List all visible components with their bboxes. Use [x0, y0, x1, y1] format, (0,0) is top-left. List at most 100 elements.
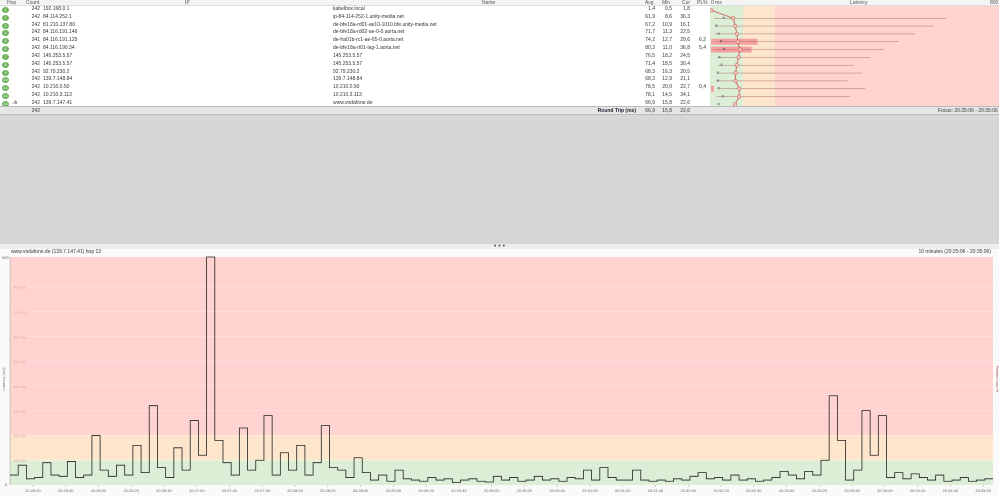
hop-min: 11,0: [662, 45, 672, 52]
hop-min: 8,6: [665, 13, 672, 20]
latency-sample: [116, 465, 124, 466]
col-name[interactable]: Name: [482, 0, 496, 6]
latency-sample: [772, 477, 780, 478]
hop-badge: 12: [2, 93, 9, 100]
graph-title: www.vodafone.de (139.7.147.41) hop 13: [11, 249, 102, 255]
hop-name: kabelbox.local: [333, 6, 365, 12]
x-tick-label: 20:28:00: [287, 488, 303, 493]
latency-sample: [485, 482, 493, 483]
hop-row[interactable]: 7 242 145.253.5.57 145.253.5.57 76,5 18,2 24,5: [0, 53, 710, 61]
latency-sample: [542, 480, 550, 481]
x-tick-label: 20:26:40: [156, 488, 172, 493]
hop-row[interactable]: 9 242 92.79.230.2 92.79.230.2 68,3 16,3 20,5: [0, 69, 710, 77]
latency-sample: [534, 476, 542, 477]
latency-sample: [461, 480, 469, 481]
latency-sample: [43, 462, 51, 463]
latency-sample: [223, 462, 231, 463]
latency-sample: [714, 477, 722, 478]
x-tick-label: 20:34:20: [910, 488, 926, 493]
latency-sample: [215, 440, 223, 441]
latency-sample: [665, 481, 673, 482]
hop-name: 10.210.0.50: [333, 84, 360, 91]
latency-series: [10, 256, 993, 483]
hop-row[interactable]: 4 242 84.116.191.146 de-bfe18a-rd02-ae-0-0.…: [0, 29, 710, 37]
hop-ip: 81.210.137.80: [43, 21, 75, 28]
latency-sample: [157, 467, 165, 468]
col-hop[interactable]: Hop: [7, 0, 17, 6]
avg-marker: [737, 47, 742, 52]
summary-row: 242 Round Trip (ms) 66,9 15,8 22,6 Focus…: [0, 106, 999, 115]
hop-row[interactable]: 3 242 81.210.137.80 de-bfe18a-rd01-ae10-101…: [0, 22, 710, 30]
hop-row[interactable]: 11 242 10.210.0.50 10.210.0.50 78,5 20,9 22,7 0…: [0, 84, 710, 92]
latency-sample: [559, 481, 567, 482]
x-tick-label: 20:26:00: [91, 488, 107, 493]
col-count[interactable]: Count: [26, 0, 40, 6]
latency-sample: [67, 461, 75, 462]
grid-label: 400 ms: [13, 384, 26, 389]
hop-name: 145.253.5.57: [333, 52, 363, 59]
latency-sample: [248, 470, 256, 471]
hop-count: 242: [31, 29, 40, 36]
col-min[interactable]: Min: [662, 0, 671, 6]
hop-ip: 84.116.190.34: [43, 45, 75, 52]
col-cur[interactable]: Cur: [682, 0, 691, 6]
latency-sample: [305, 475, 313, 476]
hop-min: 16,3: [662, 68, 672, 75]
x-tick-label: 20:31:40: [648, 488, 664, 493]
hop-row[interactable]: 5 241 84.116.191.125 de-fra01b-rc1-ae-65-0.…: [0, 37, 710, 45]
hop-badge: 8: [2, 61, 9, 68]
hop-avg: 76,5: [645, 52, 655, 59]
hop-count: 242: [31, 21, 40, 28]
latency-sample: [166, 477, 174, 478]
hop-row[interactable]: 13 242 139.7.147.41 www.vodafone.de 66,9 15,8…: [0, 100, 710, 108]
latency-sample: [739, 480, 747, 481]
hop-row[interactable]: 8 242 145.253.5.57 145.253.5.57 71,4 18,5 30,4: [0, 61, 710, 69]
latency-sample: [231, 475, 239, 476]
hop-pl: 6,2: [699, 37, 706, 44]
hop-row[interactable]: 1 242 192.168.0.1 kabelbox.local 1,4 0,5 1,8: [0, 6, 710, 14]
graph-range[interactable]: 10 minutes (20:25:06 - 20:35:06): [918, 249, 991, 255]
timeline-chart: 100 ms 200 ms 300 ms 400 ms 500 ms 600 ms 700 …: [1, 255, 999, 493]
hop-name: 92.79.230.2: [333, 68, 360, 75]
col-latency[interactable]: Latency: [850, 0, 868, 6]
summary-label: Round Trip (ms): [597, 108, 636, 114]
avg-marker: [733, 102, 738, 106]
summary-min: 15,8: [662, 108, 672, 114]
hop-row[interactable]: 6 242 84.116.190.34 de-bfe18a-rt01-lag-1.ao…: [0, 45, 710, 53]
current-marker: ×: [720, 39, 723, 45]
hop-avg: 67,2: [645, 21, 655, 28]
hop-cur: 30,4: [680, 60, 690, 67]
latency-sample: [551, 478, 559, 479]
grid-label: 200 ms: [13, 433, 26, 438]
packet-loss-bar: [711, 85, 714, 92]
avg-marker: [710, 8, 714, 13]
latency-sample: [829, 395, 837, 396]
hop-min: 0,5: [665, 6, 672, 12]
latency-sample: [76, 477, 84, 478]
latency-sample: [878, 415, 886, 416]
avg-marker: [731, 16, 736, 21]
latency-sample: [796, 478, 804, 479]
col-avg[interactable]: Avg: [645, 0, 654, 6]
hop-row[interactable]: 12 242 10.210.3.113 10.210.3.113 78,1 14,5 34,…: [0, 92, 710, 100]
hop-row[interactable]: 10 242 139.7.148.84 139.7.148.84 68,3 12,9 21,…: [0, 76, 710, 84]
x-tick-label: 20:32:40: [746, 488, 762, 493]
latency-sample: [788, 475, 796, 476]
hop-row[interactable]: 2 242 84.114.252.1 ip-84-114-252-1.unity-me…: [0, 14, 710, 22]
latency-sample: [600, 467, 608, 468]
graph-icon[interactable]: .ılı: [12, 99, 18, 106]
hop-avg: 71,4: [645, 60, 655, 67]
latency-sample: [690, 476, 698, 477]
hop-avg: 68,3: [645, 68, 655, 75]
focus-range[interactable]: Focus: 20:25:06 - 20:35:06: [938, 108, 998, 114]
hop-cur: 22,7: [680, 84, 690, 91]
x-tick-label: 20:32:00: [680, 488, 696, 493]
latency-sample: [870, 455, 878, 456]
col-ip[interactable]: IP: [185, 0, 190, 6]
hop-min: 11,3: [662, 29, 672, 36]
splitter-handle[interactable]: • • •: [0, 243, 999, 250]
latency-sample: [59, 476, 67, 477]
col-pl[interactable]: PL%: [697, 0, 708, 6]
hop-avg: 80,3: [645, 45, 655, 52]
hop-badge: 11: [2, 85, 9, 92]
